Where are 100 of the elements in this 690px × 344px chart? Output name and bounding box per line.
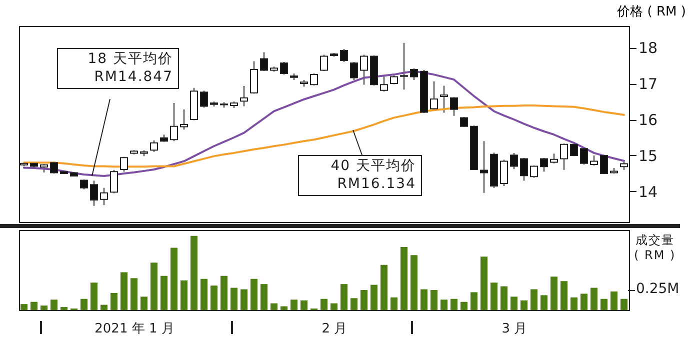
candlestick [280, 61, 288, 76]
bar [340, 284, 348, 310]
candlestick [360, 54, 368, 86]
candlestick [340, 48, 348, 62]
bar [620, 298, 628, 310]
candlestick [450, 96, 458, 116]
candlestick [240, 86, 248, 107]
candlestick [260, 52, 268, 72]
candlestick [310, 72, 318, 86]
bar [400, 247, 408, 310]
candlestick [410, 68, 418, 80]
candlestick [440, 85, 448, 114]
bar [240, 289, 248, 310]
x-tick-label: 3 月 [502, 322, 528, 336]
y-tick-label: 18 [638, 39, 658, 58]
annotation: 18 天平均价 RM14.847 [57, 48, 179, 89]
bar [40, 306, 48, 310]
bar [110, 292, 118, 310]
bar [320, 298, 328, 310]
bar [130, 278, 138, 310]
candlestick [430, 80, 438, 112]
bar [160, 276, 168, 310]
bar [570, 297, 578, 310]
candlestick [560, 143, 568, 170]
bar [80, 298, 88, 310]
bar [210, 286, 218, 310]
bar [60, 307, 68, 310]
bar [550, 276, 558, 310]
bar [420, 289, 428, 310]
candlestick [120, 156, 128, 172]
candlestick [100, 187, 108, 206]
candlestick [80, 179, 88, 190]
bar [200, 278, 208, 310]
bar [90, 282, 98, 310]
candlestick [350, 61, 358, 80]
bar [270, 303, 278, 310]
bar [140, 296, 148, 310]
x-tick-label: 2 月 [322, 322, 348, 336]
bar [520, 300, 528, 310]
bar [440, 300, 448, 310]
candlestick [530, 165, 538, 178]
candlestick [250, 60, 258, 94]
bar [600, 298, 608, 310]
bar [490, 282, 498, 310]
bar [150, 262, 158, 310]
line-series [23, 70, 625, 177]
bar [330, 303, 338, 310]
annotation: 40 天平均价 RM16.134 [298, 155, 422, 196]
bar [100, 304, 108, 310]
bar [30, 302, 38, 310]
candlestick [400, 42, 408, 90]
bar [250, 278, 258, 310]
bar [180, 280, 188, 310]
candlestick [150, 140, 158, 152]
bar [120, 272, 128, 310]
bar [410, 255, 418, 310]
bar [480, 256, 488, 310]
bar [510, 296, 518, 310]
candlestick [580, 147, 588, 165]
bar [390, 297, 398, 310]
bar [300, 300, 308, 310]
y-tick-label: 15 [638, 146, 658, 165]
bar [590, 288, 598, 310]
y-axis-title: 成交量 ( RM ) [634, 233, 676, 263]
bar [190, 236, 198, 310]
x-tick-label: 2021 年 1 月 [94, 322, 174, 336]
bar [610, 291, 618, 310]
bar [20, 304, 28, 310]
candlestick [320, 54, 328, 72]
y-tick-label: 16 [638, 111, 658, 130]
bar [560, 281, 568, 310]
candlestick [90, 180, 98, 206]
y-tick-label: 14 [638, 182, 658, 201]
candlestick [600, 154, 608, 175]
bar [460, 302, 468, 310]
text: 0.25M [636, 281, 680, 298]
bar [360, 290, 368, 310]
bar [220, 276, 228, 310]
bar [370, 284, 378, 310]
bar [280, 306, 288, 310]
bar [470, 292, 478, 310]
bar [260, 284, 268, 310]
candlestick [550, 153, 558, 164]
candlestick [510, 152, 518, 170]
bar [530, 289, 538, 310]
bar [450, 298, 458, 310]
bar [170, 248, 178, 310]
candlestick [110, 169, 118, 194]
candlestick [170, 102, 178, 142]
candlestick [500, 159, 508, 187]
bar [290, 300, 298, 310]
bar [540, 295, 548, 310]
candlestick [180, 108, 188, 130]
y-axis-title: 价格 ( RM ) [616, 4, 686, 20]
y-tick-label: 17 [638, 75, 658, 94]
bar [230, 288, 238, 310]
bar [50, 300, 58, 310]
candlestick [200, 90, 208, 108]
candlestick [380, 76, 388, 92]
bar [430, 290, 438, 310]
